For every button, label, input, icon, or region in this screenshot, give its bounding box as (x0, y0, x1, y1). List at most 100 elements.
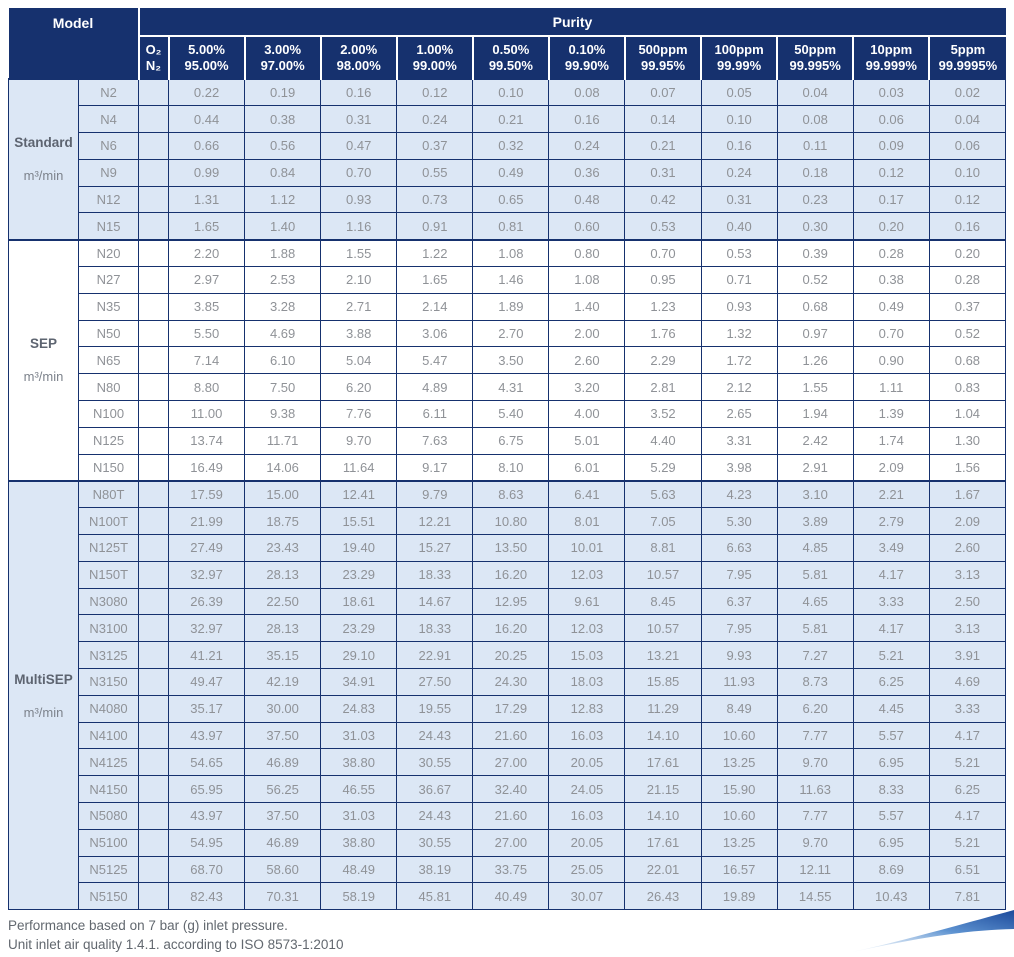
value-cell: 10.57 (624, 614, 702, 643)
value-cell: 10.01 (548, 534, 626, 562)
value-cell: 28.13 (244, 614, 322, 643)
value-cell: 0.31 (624, 158, 702, 187)
value-cell: 33.75 (472, 855, 550, 884)
value-cell: 0.10 (700, 105, 778, 134)
value-cell: 24.83 (320, 694, 398, 723)
value-cell: 0.93 (700, 292, 778, 321)
value-cell: 6.25 (852, 668, 930, 696)
value-cell: 6.20 (320, 373, 398, 402)
value-cell: 1.08 (472, 238, 550, 268)
spacer-cell (138, 453, 170, 482)
table-body: Standard m³/min N2 0.22 0.19 0.16 0.12 0.10 0.08… (8, 78, 1007, 911)
value-cell: 13.74 (168, 426, 246, 455)
value-cell: 0.24 (700, 158, 778, 187)
model-cell: N5080 (77, 802, 140, 830)
model-cell: N125 (77, 426, 140, 455)
value-cell: 0.16 (548, 105, 626, 134)
spacer-cell (138, 855, 170, 884)
value-cell: 6.75 (472, 426, 550, 455)
value-cell: 24.05 (548, 775, 626, 804)
value-cell: 8.81 (624, 534, 702, 562)
value-cell: 1.04 (928, 400, 1007, 428)
value-cell: 23.29 (320, 560, 398, 589)
value-cell: 16.20 (472, 560, 550, 589)
value-cell: 1.39 (852, 400, 930, 428)
value-cell: 0.05 (700, 78, 778, 107)
value-cell: 5.04 (320, 346, 398, 375)
value-cell: 0.56 (244, 132, 322, 160)
value-cell: 5.21 (928, 828, 1007, 857)
table-row: N3100 32.97 28.13 23.29 18.33 16.20 12.03 10.57… (9, 614, 1007, 643)
value-cell: 1.12 (244, 185, 322, 214)
value-cell: 0.16 (700, 132, 778, 160)
value-cell: 0.49 (852, 292, 930, 321)
value-cell: 0.20 (852, 212, 930, 241)
value-cell: 2.71 (320, 292, 398, 321)
value-cell: 0.02 (928, 78, 1007, 107)
value-cell: 7.77 (776, 802, 854, 830)
value-cell: 0.84 (244, 158, 322, 187)
value-cell: 19.55 (396, 694, 474, 723)
value-cell: 0.21 (624, 132, 702, 160)
model-cell: N5125 (77, 855, 140, 884)
value-cell: 17.61 (624, 748, 702, 777)
value-cell: 0.39 (776, 238, 854, 268)
footnotes: Performance based on 7 bar (g) inlet pre… (8, 916, 343, 954)
table-row: N15 1.65 1.40 1.16 0.91 0.81 0.60 0.53 0.40 0.30 0… (9, 212, 1007, 241)
value-cell: 11.71 (244, 426, 322, 455)
value-cell: 8.33 (852, 775, 930, 804)
value-cell: 0.91 (396, 212, 474, 241)
value-cell: 27.00 (472, 748, 550, 777)
value-cell: 3.89 (776, 507, 854, 536)
value-cell: 3.50 (472, 346, 550, 375)
spacer-cell (138, 346, 170, 375)
value-cell: 0.99 (168, 158, 246, 187)
value-cell: 7.63 (396, 426, 474, 455)
value-cell: 26.43 (624, 882, 702, 911)
value-cell: 4.69 (928, 668, 1007, 696)
table-row: N5150 82.43 70.31 58.19 45.81 40.49 30.07 26.43… (9, 882, 1007, 911)
table-row: N3080 26.39 22.50 18.61 14.67 12.95 9.61 8.45 6.… (9, 587, 1007, 616)
value-cell: 14.67 (396, 587, 474, 616)
value-cell: 7.05 (624, 507, 702, 536)
value-cell: 45.81 (396, 882, 474, 911)
model-cell: N35 (77, 292, 140, 321)
value-cell: 3.85 (168, 292, 246, 321)
value-cell: 56.25 (244, 775, 322, 804)
value-cell: 3.10 (776, 479, 854, 509)
value-cell: 22.91 (396, 641, 474, 670)
table-row: N4080 35.17 30.00 24.83 19.55 17.29 12.83 11.29… (9, 694, 1007, 723)
value-cell: 4.40 (624, 426, 702, 455)
value-cell: 2.50 (928, 587, 1007, 616)
value-cell: 11.93 (700, 668, 778, 696)
value-cell: 1.56 (928, 453, 1007, 482)
value-cell: 46.89 (244, 828, 322, 857)
spacer-cell (138, 534, 170, 562)
spacer-cell (138, 641, 170, 670)
value-cell: 2.81 (624, 373, 702, 402)
value-cell: 32.40 (472, 775, 550, 804)
spacer-cell (138, 319, 170, 348)
value-cell: 4.45 (852, 694, 930, 723)
value-cell: 0.48 (548, 185, 626, 214)
value-cell: 0.37 (396, 132, 474, 160)
value-cell: 11.63 (776, 775, 854, 804)
value-cell: 8.80 (168, 373, 246, 402)
value-cell: 49.47 (168, 668, 246, 696)
purity-column-header: 5ppm 99.9995% (928, 36, 1006, 79)
value-cell: 3.13 (928, 560, 1007, 589)
value-cell: 15.51 (320, 507, 398, 536)
value-cell: 12.03 (548, 560, 626, 589)
value-cell: 30.55 (396, 748, 474, 777)
value-cell: 5.47 (396, 346, 474, 375)
value-cell: 2.97 (168, 266, 246, 294)
table-row: N125 13.74 11.71 9.70 7.63 6.75 5.01 4.40 3.31 2.… (9, 426, 1007, 455)
value-cell: 1.40 (244, 212, 322, 241)
value-cell: 82.43 (168, 882, 246, 911)
value-cell: 0.81 (472, 212, 550, 241)
value-cell: 22.01 (624, 855, 702, 884)
model-cell: N150T (77, 560, 140, 589)
value-cell: 0.66 (168, 132, 246, 160)
value-cell: 7.95 (700, 560, 778, 589)
value-cell: 10.43 (852, 882, 930, 911)
